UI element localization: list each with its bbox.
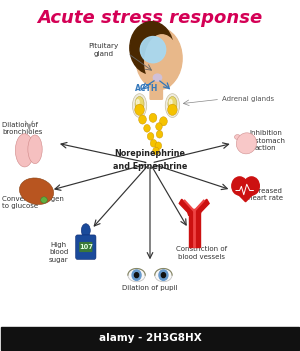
Text: Increased
heart rate: Increased heart rate (248, 188, 283, 201)
FancyBboxPatch shape (79, 242, 92, 252)
Text: 107: 107 (79, 244, 93, 250)
Circle shape (147, 132, 154, 140)
Ellipse shape (135, 97, 144, 111)
Ellipse shape (81, 224, 90, 237)
Polygon shape (232, 188, 259, 202)
Ellipse shape (169, 100, 172, 105)
Text: High
blood
sugar: High blood sugar (49, 242, 69, 263)
Text: Convert glucogen
to glucose: Convert glucogen to glucose (2, 196, 64, 209)
FancyBboxPatch shape (76, 235, 96, 259)
Circle shape (150, 139, 157, 147)
Circle shape (155, 142, 162, 150)
Circle shape (244, 177, 259, 195)
Ellipse shape (140, 37, 166, 63)
Circle shape (232, 177, 247, 195)
Ellipse shape (165, 94, 180, 118)
Ellipse shape (128, 269, 145, 282)
Text: alamy - 2H3G8HX: alamy - 2H3G8HX (99, 333, 201, 343)
Circle shape (144, 125, 150, 132)
Ellipse shape (136, 28, 182, 89)
Circle shape (168, 104, 177, 115)
Ellipse shape (236, 133, 256, 154)
Ellipse shape (20, 178, 54, 205)
Circle shape (161, 273, 166, 278)
Polygon shape (189, 209, 200, 247)
Ellipse shape (155, 269, 172, 282)
Text: Dilation of pupil: Dilation of pupil (122, 285, 178, 291)
Circle shape (159, 270, 168, 280)
Text: Constriction of
blood vessels: Constriction of blood vessels (176, 246, 227, 260)
Ellipse shape (145, 35, 179, 89)
Ellipse shape (153, 74, 162, 81)
Ellipse shape (41, 197, 47, 203)
Ellipse shape (28, 135, 42, 164)
Ellipse shape (168, 97, 177, 111)
Text: Inhibition
of stomach
action: Inhibition of stomach action (246, 130, 285, 151)
Circle shape (156, 123, 162, 131)
Text: ACTH: ACTH (135, 84, 159, 93)
Circle shape (149, 113, 157, 122)
Circle shape (160, 117, 167, 126)
Text: Adrenal glands: Adrenal glands (222, 95, 274, 101)
Text: Norepinephrine
and Epinephrine: Norepinephrine and Epinephrine (113, 149, 187, 171)
FancyBboxPatch shape (149, 78, 163, 100)
Circle shape (134, 273, 139, 278)
Polygon shape (82, 235, 89, 240)
Circle shape (135, 104, 144, 115)
Ellipse shape (235, 134, 241, 139)
Ellipse shape (136, 100, 139, 105)
Text: Acute stress response: Acute stress response (38, 9, 262, 27)
Circle shape (139, 115, 146, 124)
Circle shape (156, 131, 163, 138)
Circle shape (132, 270, 141, 280)
Bar (1, 326, 299, 350)
Ellipse shape (132, 94, 147, 118)
Circle shape (153, 147, 159, 155)
Polygon shape (179, 199, 192, 216)
Text: Pituitary
gland: Pituitary gland (88, 42, 119, 57)
Text: Dilation of
bronchioles: Dilation of bronchioles (2, 122, 43, 135)
Ellipse shape (15, 134, 34, 167)
Ellipse shape (130, 22, 173, 74)
Polygon shape (196, 199, 209, 216)
